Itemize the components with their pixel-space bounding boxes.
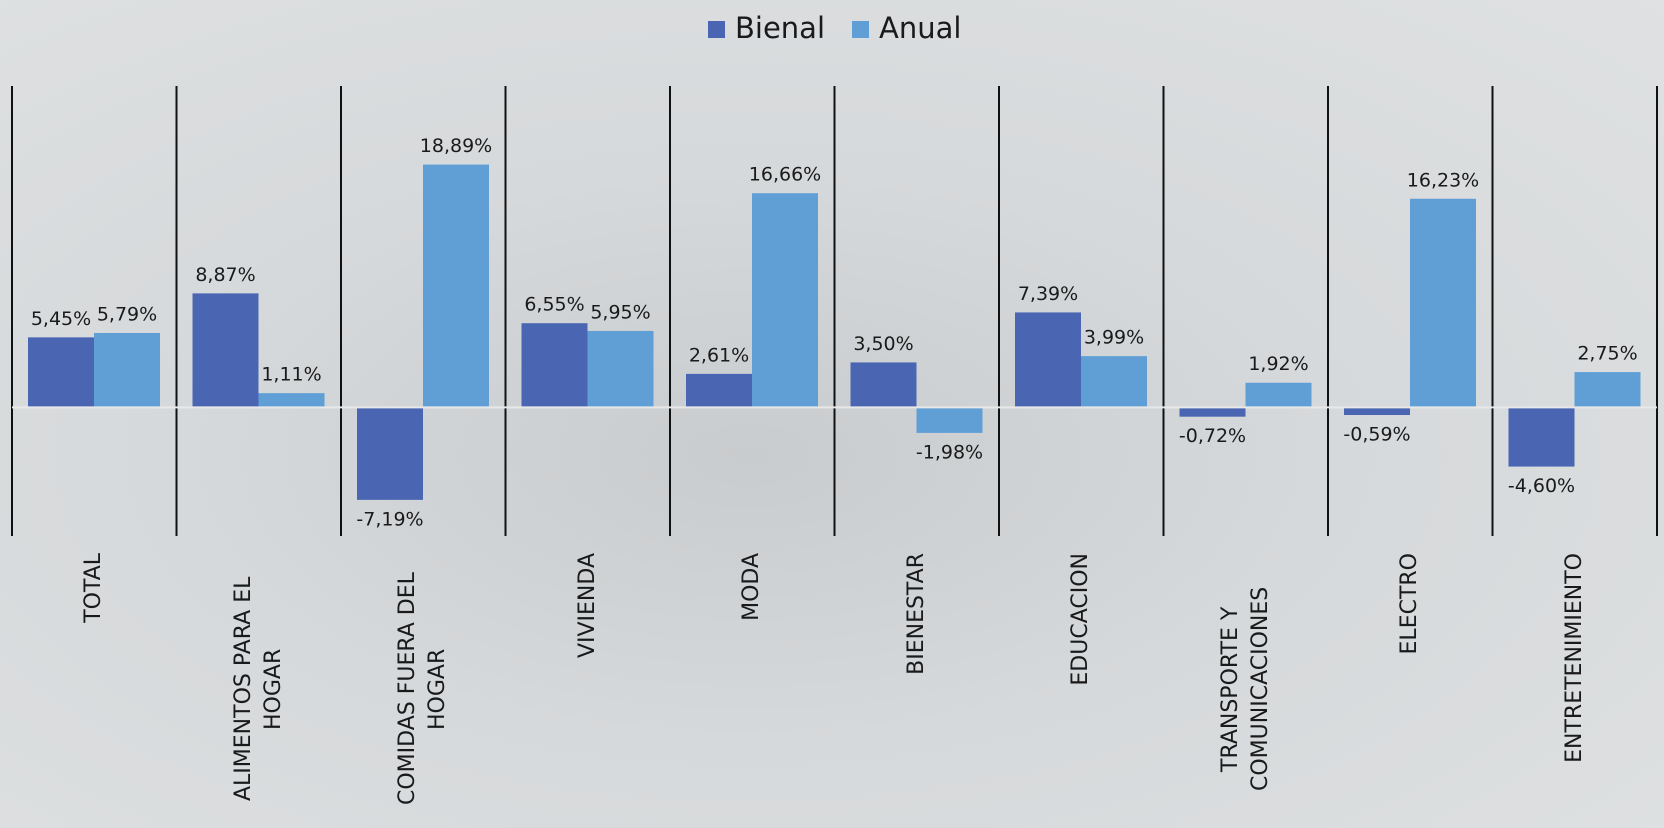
value-label: 18,89% (420, 135, 492, 157)
x-tick-label: ENTRETENIMIENTO (1561, 553, 1587, 763)
value-label: 5,79% (97, 303, 157, 325)
category-wrap: TRANSPORTE Y COMUNICACIONES (1164, 553, 1329, 828)
bar (258, 393, 325, 408)
value-label: -1,98% (916, 441, 983, 463)
legend-label: Bienal (735, 11, 825, 45)
value-label: 16,66% (749, 164, 821, 186)
legend-label: Anual (879, 11, 961, 45)
value-label: 16,23% (1407, 169, 1479, 191)
value-label: 7,39% (1018, 283, 1078, 305)
x-tick-label: MODA (739, 553, 765, 621)
bar (94, 332, 160, 408)
category-wrap: ALIMENTOS PARA EL HOGAR (177, 553, 342, 828)
x-tick-label: ALIMENTOS PARA EL HOGAR (230, 576, 286, 802)
bar (686, 373, 752, 408)
category-wrap: ENTRETENIMIENTO (1493, 553, 1658, 828)
value-label: 2,61% (689, 344, 749, 366)
value-label: -0,72% (1179, 425, 1246, 447)
x-tick-label: TRANSPORTE Y COMUNICACIONES (1217, 586, 1273, 792)
category-wrap: TOTAL (12, 553, 177, 828)
bar (423, 164, 489, 408)
bar (1508, 407, 1575, 467)
bar (1245, 382, 1312, 408)
x-tick-label: ELECTRO (1397, 553, 1423, 655)
category-wrap: BIENESTAR (835, 553, 1000, 828)
bar (1574, 372, 1641, 408)
bar (1179, 407, 1246, 417)
value-label: 5,45% (31, 308, 91, 330)
legend-swatch (708, 21, 725, 38)
bar (28, 337, 94, 408)
value-label: 3,50% (853, 333, 913, 355)
x-tick-label: EDUCACION (1068, 553, 1094, 686)
x-tick-label: BIENESTAR (903, 553, 929, 675)
bar (1015, 312, 1081, 408)
x-tick-label: COMIDAS FUERA DEL HOGAR (395, 572, 451, 806)
legend-swatch (852, 21, 869, 38)
value-label: 3,99% (1084, 327, 1144, 349)
category-wrap: VIVIENDA (506, 553, 671, 828)
category-wrap: COMIDAS FUERA DEL HOGAR (341, 553, 506, 828)
value-label: -4,60% (1508, 475, 1575, 497)
value-label: 1,11% (261, 364, 321, 386)
bar (916, 407, 983, 433)
bar (357, 407, 423, 500)
value-label: -7,19% (356, 508, 423, 530)
bar (1344, 407, 1410, 416)
value-label: -0,59% (1343, 424, 1410, 446)
bar (521, 323, 588, 408)
category-wrap: MODA (670, 553, 835, 828)
value-label: 5,95% (590, 301, 650, 323)
bar (587, 330, 654, 408)
category-wrap: EDUCACION (999, 553, 1164, 828)
value-label: 6,55% (524, 294, 584, 316)
x-tick-label: TOTAL (81, 553, 107, 623)
category-wrap: ELECTRO (1328, 553, 1493, 828)
value-label: 8,87% (195, 264, 255, 286)
bar (192, 293, 259, 408)
bar (1081, 356, 1147, 408)
bar (752, 193, 818, 408)
x-tick-label: VIVIENDA (574, 553, 600, 659)
value-label: 1,92% (1248, 353, 1308, 375)
value-label: 2,75% (1577, 343, 1637, 365)
bar (850, 362, 917, 408)
bar (1410, 198, 1476, 408)
